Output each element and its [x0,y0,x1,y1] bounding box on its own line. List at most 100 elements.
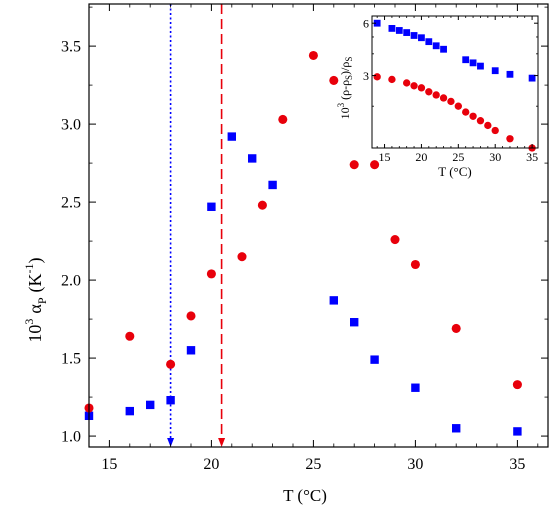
data-point-circle [439,94,448,102]
data-point-circle [410,82,418,90]
y-tick-label: 3 [363,69,369,83]
data-point-circle [451,323,461,333]
data-point-square [370,355,379,364]
data-point-circle [125,331,135,341]
main-y-label-sub: P [35,297,49,304]
x-tick-label: 15 [101,456,117,473]
data-point-square [491,67,499,75]
data-point-square [432,42,440,50]
main-y-label-exp: 3 [22,319,36,325]
data-point-square [411,383,420,392]
data-point-circle [410,259,420,270]
data-point-square [452,424,461,433]
arrow-down-icon [167,438,175,447]
data-point-square [462,56,470,64]
main-vlines [167,4,226,447]
data-point-square [477,62,484,70]
data-point-square [418,34,425,42]
inset-x-tick-labels: 15 20 25 30 35 [379,150,539,164]
inset-points [373,19,536,152]
data-point-square [186,346,196,355]
data-point-circle [278,114,288,124]
inset-y-axis-label: 103(ρ-ρS)/ρS [336,57,354,120]
y-tick-label: 2.0 [61,273,81,290]
data-point-circle [403,79,411,87]
data-point-square [469,59,477,67]
data-point-circle [349,160,359,170]
y-tick-label: 6 [363,16,369,30]
y-tick-label: 2.5 [61,195,81,212]
data-point-square [268,180,277,190]
main-x-tick-labels: 15 20 25 30 35 [101,456,525,473]
data-point-circle [462,108,470,116]
inset-y-label-part2: )/ρ [338,62,352,75]
x-tick-label: 20 [203,456,219,473]
inset-y-label-part1: (ρ-ρ [338,80,352,100]
data-point-square [146,400,155,410]
data-point-circle [370,160,380,170]
data-point-circle [506,135,514,143]
main-x-axis-label: T (°C) [283,486,327,505]
data-point-circle [469,112,477,120]
data-point-square [227,132,236,141]
data-point-circle [388,75,396,84]
x-tick-label: 25 [452,150,464,164]
inset-y-label-exp: 3 [336,102,346,107]
data-point-circle [512,380,522,390]
data-point-circle [257,200,267,210]
main-plot: 15 20 25 30 35 1.01.52.02.53.03.5 T (°C) 103… [22,3,549,505]
inset-plot: 15 20 25 30 35 36 T (°C) 103(ρ-ρS)/ρS [336,15,539,179]
inset-x-axis-label: T (°C) [438,164,471,179]
data-point-square [528,74,536,82]
y-tick-label: 1.0 [61,429,81,446]
data-point-circle [308,50,318,61]
x-tick-label: 35 [509,456,525,473]
data-point-square [350,318,359,327]
data-point-circle [425,88,433,96]
main-ticks [88,4,548,447]
data-point-square [388,25,396,32]
x-tick-label: 35 [526,150,538,164]
x-tick-label: 15 [379,150,391,164]
x-tick-label: 25 [305,456,321,473]
y-tick-label: 3.5 [61,39,81,56]
data-point-circle [329,75,339,85]
data-point-circle [186,311,196,321]
y-tick-label: 1.5 [61,351,81,368]
main-y-label-unit-exp: -1 [22,263,36,273]
data-point-circle [417,84,426,92]
inset-plot-frame [371,15,539,149]
data-point-circle [476,117,485,125]
data-point-square [166,396,175,405]
y-tick-label: 3.0 [61,117,81,134]
main-y-label-prefix: 10 [25,325,45,343]
data-point-circle [166,359,176,369]
x-tick-label: 20 [415,150,427,164]
data-point-circle [206,269,216,279]
data-point-square [403,29,411,36]
main-y-label-close: ) [25,257,46,263]
x-tick-label: 30 [407,456,423,473]
main-y-axis-label: 103 αP (K-1) [22,257,49,342]
data-point-circle [447,97,455,106]
data-point-circle [237,252,247,262]
data-point-circle [432,91,440,99]
data-point-square [440,45,447,53]
data-point-square [425,38,433,46]
data-point-circle [454,102,462,110]
main-y-label-symbol: α [25,304,45,314]
data-point-square [373,19,381,27]
main-plot-frame [88,3,549,448]
inset-y-label-prefix: 10 [338,107,352,119]
data-point-circle [373,73,381,81]
inset-y-tick-labels: 36 [363,16,369,82]
main-y-tick-labels: 1.0 1.5 2.0 2.5 3.0 3.5 [61,39,81,446]
data-point-circle [484,121,492,130]
data-point-square [207,202,216,211]
data-point-square [248,154,257,163]
x-tick-label: 30 [489,150,501,164]
data-point-square [513,427,522,436]
inset-y-label-sub1: S [344,75,354,80]
arrow-down-icon [218,438,226,447]
data-point-square [329,296,338,305]
